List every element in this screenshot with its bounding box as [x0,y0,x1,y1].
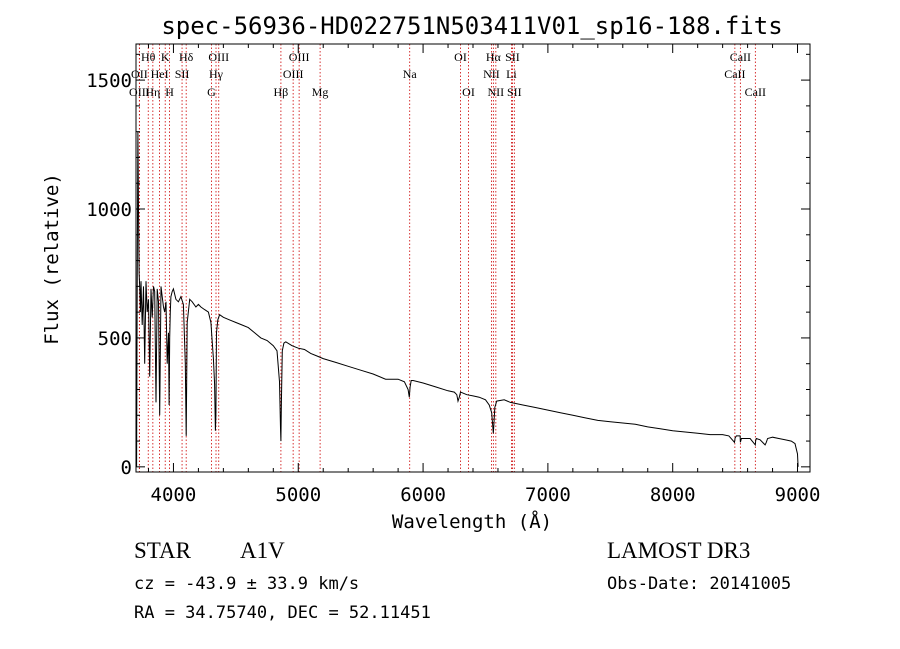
line-label: OIII [283,67,304,81]
line-label: Mg [312,85,329,99]
line-label: Hβ [274,85,289,99]
line-label: NII [488,85,505,99]
line-label: OII [131,67,148,81]
line-label: SII [505,50,520,64]
survey-name: LAMOST DR3 [607,538,751,563]
line-label: OI [454,50,467,64]
object-class: STAR [134,538,191,563]
line-label: G [207,85,216,99]
x-tick-label: 4000 [151,484,197,506]
x-axis-ticks: 4000 5000 6000 7000 8000 9000 [147,44,821,506]
spectral-line-markers [138,44,756,472]
y-tick-label: 1500 [86,70,132,92]
plot-frame [135,43,811,473]
y-tick-label: 500 [98,328,132,350]
line-label: SII [175,67,190,81]
y-axis-label: Flux (relative) [41,173,63,345]
coordinates: RA = 34.75740, DEC = 52.11451 [134,603,431,623]
observation-date: Obs-Date: 20141005 [607,574,792,594]
x-axis-label: Wavelength (Å) [392,510,552,533]
line-label: OIII [129,85,150,99]
line-label: H [165,85,174,99]
line-label: OIII [208,50,229,64]
line-label: CaII [724,67,745,81]
line-label: NII [483,67,500,81]
line-label: Li [506,67,517,81]
x-tick-label: 6000 [400,484,446,506]
x-tick-label: 5000 [275,484,321,506]
line-label: Na [403,67,418,81]
redshift-velocity: cz = -43.9 ± 33.9 km/s [134,574,360,594]
x-tick-label: 9000 [775,484,821,506]
y-tick-label: 0 [121,457,132,479]
y-axis-ticks: 0 500 1000 1500 [86,53,810,479]
line-label: CaII [745,85,766,99]
line-label: OIII [289,50,310,64]
line-label: Hγ [209,67,224,81]
line-label: Hη [145,85,160,99]
x-tick-label: 7000 [525,484,571,506]
line-label: K [161,50,170,64]
line-label: Hθ [141,50,156,64]
object-subclass: A1V [240,538,285,563]
x-tick-label: 8000 [650,484,696,506]
line-label: SII [507,85,522,99]
line-label: CaII [730,50,751,64]
spectrum-line [136,131,799,467]
chart-title: spec-56936-HD022751N503411V01_sp16-188.f… [161,12,782,40]
line-label: Hδ [179,50,194,64]
line-label: HeI [151,67,169,81]
y-tick-label: 1000 [86,199,132,221]
line-label: OI [462,85,475,99]
line-label: Hα [486,50,502,64]
